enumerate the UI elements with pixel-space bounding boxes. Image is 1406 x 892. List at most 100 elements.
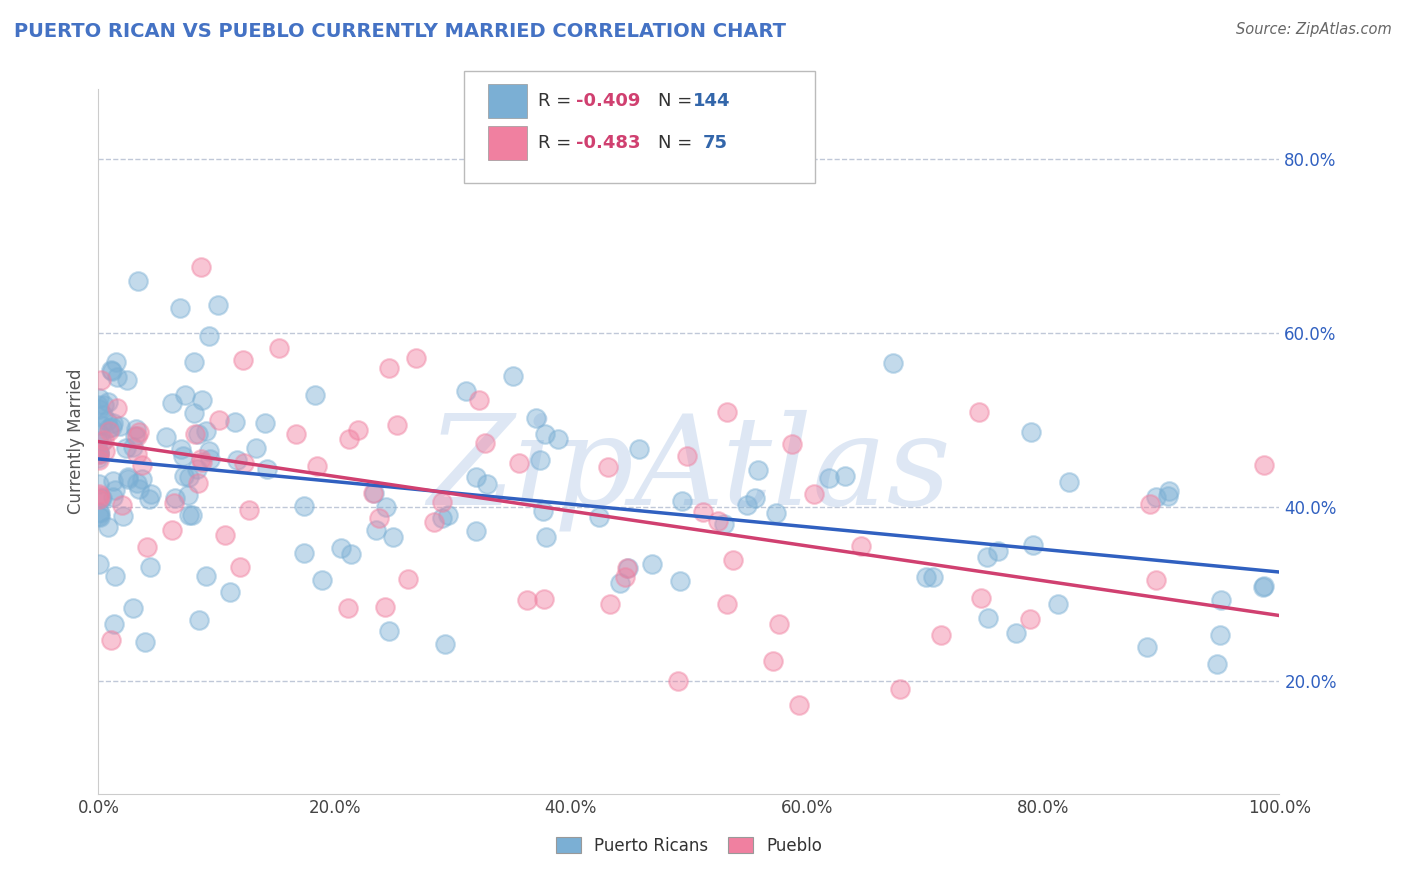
- Point: [363, 486, 385, 500]
- Point: [1206, 657, 1229, 672]
- Point: [474, 435, 496, 450]
- Point: [111, 499, 134, 513]
- Point: [87, 447, 110, 461]
- Point: [254, 416, 277, 430]
- Point: [305, 459, 328, 474]
- Point: [422, 515, 444, 529]
- Point: [531, 504, 554, 518]
- Point: [87, 453, 110, 467]
- Point: [692, 505, 714, 519]
- Point: [1253, 578, 1275, 592]
- Point: [534, 530, 557, 544]
- Legend: Puerto Ricans, Pueblo: Puerto Ricans, Pueblo: [547, 829, 831, 863]
- Point: [599, 597, 621, 611]
- Point: [138, 492, 160, 507]
- Point: [374, 500, 396, 515]
- Point: [977, 610, 1000, 624]
- Point: [96, 414, 118, 428]
- Point: [100, 633, 122, 648]
- Point: [385, 418, 408, 433]
- Point: [524, 411, 547, 425]
- Point: [1253, 458, 1275, 472]
- Point: [666, 673, 689, 688]
- Text: 75: 75: [703, 134, 728, 152]
- Point: [284, 426, 307, 441]
- Point: [94, 444, 117, 458]
- Point: [91, 434, 114, 449]
- Point: [614, 570, 637, 584]
- Point: [232, 456, 254, 470]
- Point: [508, 456, 530, 470]
- Point: [405, 351, 427, 365]
- Point: [533, 592, 555, 607]
- Point: [378, 361, 401, 376]
- Text: -0.483: -0.483: [576, 134, 641, 152]
- Point: [339, 433, 361, 447]
- Point: [207, 413, 229, 427]
- Point: [464, 469, 486, 483]
- Point: [195, 568, 218, 582]
- Point: [93, 398, 115, 412]
- Point: [101, 416, 124, 430]
- Point: [87, 505, 110, 519]
- Point: [169, 301, 191, 315]
- Point: [929, 628, 952, 642]
- Point: [117, 470, 139, 484]
- Point: [89, 509, 111, 524]
- Point: [108, 418, 131, 433]
- Point: [598, 459, 620, 474]
- Point: [195, 424, 218, 438]
- Point: [173, 468, 195, 483]
- Y-axis label: Currently Married: Currently Married: [66, 368, 84, 515]
- Point: [713, 517, 735, 532]
- Point: [128, 425, 150, 440]
- Point: [124, 429, 146, 443]
- Point: [1136, 640, 1159, 654]
- Point: [101, 364, 124, 378]
- Point: [104, 483, 127, 497]
- Point: [139, 487, 162, 501]
- Point: [181, 508, 204, 523]
- Point: [502, 368, 524, 383]
- Point: [976, 550, 998, 565]
- Point: [1209, 628, 1232, 642]
- Point: [214, 527, 236, 541]
- Point: [125, 475, 148, 490]
- Point: [1144, 491, 1167, 505]
- Point: [207, 298, 229, 312]
- Point: [721, 553, 744, 567]
- Text: ZipAtlas: ZipAtlas: [427, 409, 950, 531]
- Point: [162, 524, 184, 538]
- Point: [780, 437, 803, 451]
- Point: [364, 523, 387, 537]
- Point: [347, 423, 370, 437]
- Point: [104, 569, 127, 583]
- Point: [256, 461, 278, 475]
- Point: [363, 486, 385, 500]
- Point: [89, 402, 111, 417]
- Point: [432, 511, 454, 525]
- Point: [163, 496, 186, 510]
- Text: Source: ZipAtlas.com: Source: ZipAtlas.com: [1236, 22, 1392, 37]
- Point: [177, 487, 200, 501]
- Point: [89, 477, 111, 491]
- Point: [669, 574, 692, 588]
- Point: [87, 446, 110, 460]
- Text: 144: 144: [693, 92, 731, 110]
- Point: [122, 600, 145, 615]
- Point: [117, 472, 139, 486]
- Point: [127, 447, 149, 461]
- Point: [1157, 483, 1180, 498]
- Point: [186, 462, 208, 476]
- Point: [187, 476, 209, 491]
- Point: [225, 453, 247, 467]
- Point: [534, 427, 557, 442]
- Point: [627, 442, 650, 456]
- Point: [921, 570, 943, 584]
- Point: [382, 530, 405, 544]
- Point: [184, 427, 207, 442]
- Point: [200, 451, 222, 466]
- Point: [737, 498, 759, 512]
- Point: [588, 510, 610, 524]
- Point: [747, 462, 769, 476]
